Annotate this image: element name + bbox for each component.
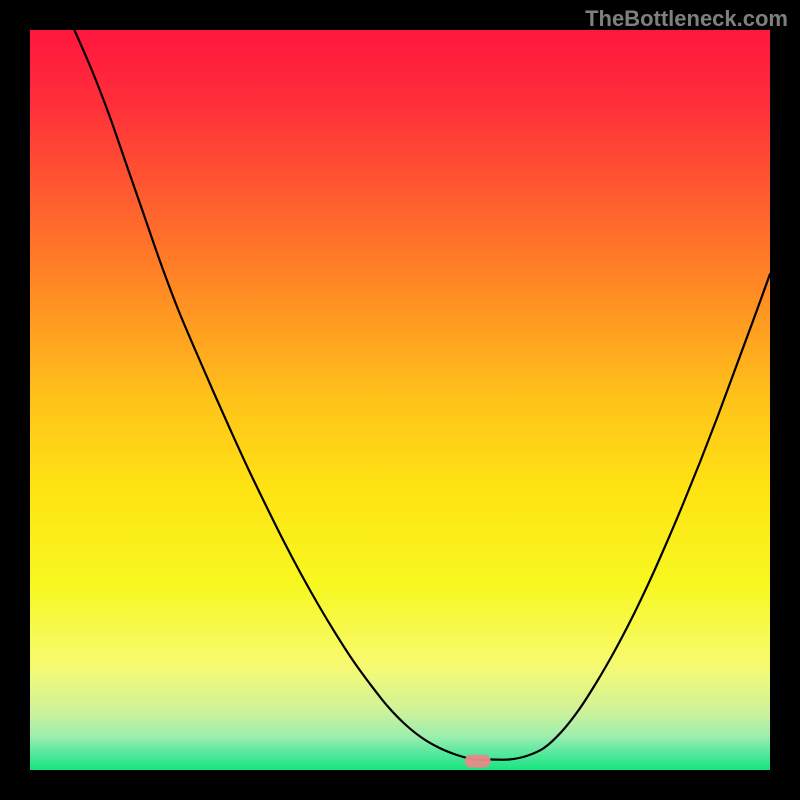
bottleneck-curve-chart bbox=[30, 30, 770, 770]
optimal-marker bbox=[465, 755, 491, 768]
watermark-text: TheBottleneck.com bbox=[585, 6, 788, 32]
gradient-background bbox=[30, 30, 770, 770]
plot-area bbox=[30, 30, 770, 770]
chart-frame: TheBottleneck.com bbox=[0, 0, 800, 800]
